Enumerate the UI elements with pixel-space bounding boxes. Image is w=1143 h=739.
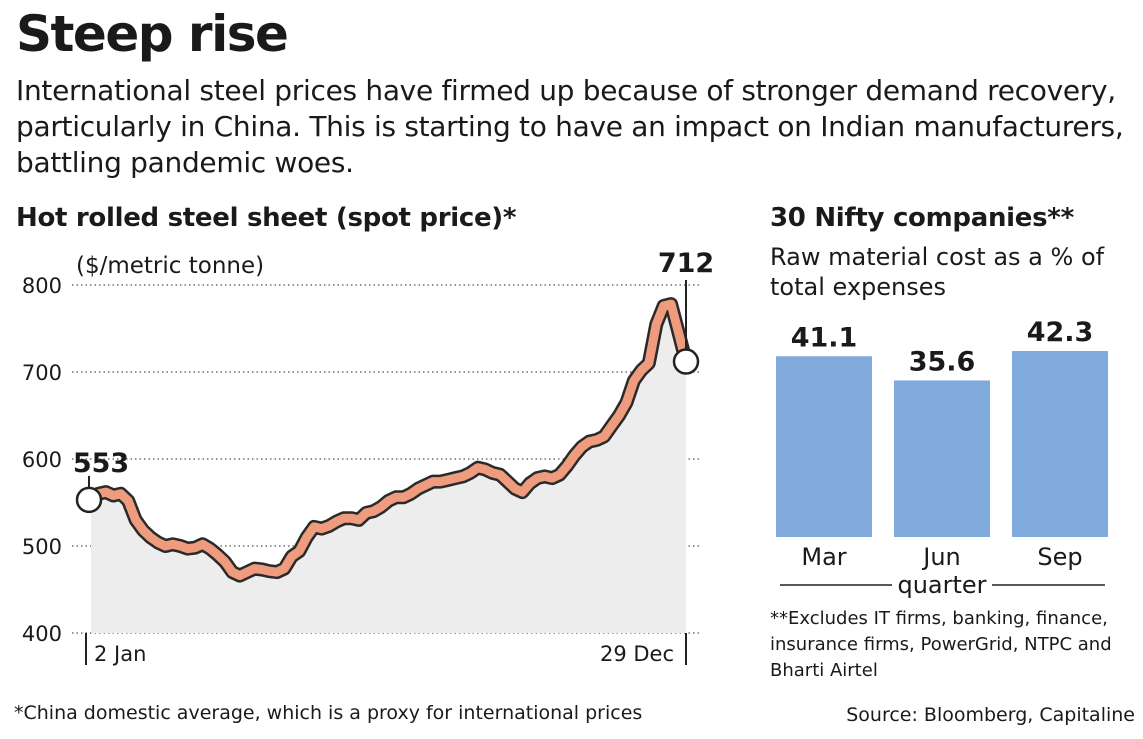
y-tick-label-600: 600 xyxy=(22,448,62,472)
bar-chart-subtitle: Raw material cost as a % of total expens… xyxy=(770,243,1105,301)
bar-value-label: 42.3 xyxy=(1027,317,1094,348)
bar-x-axis-label: quarter xyxy=(897,571,986,599)
intro-text: International steel prices have firmed u… xyxy=(16,74,1124,179)
price-area xyxy=(91,304,686,633)
line-chart: 400 500 600 700 800 ($/metric tonne) 553 712… xyxy=(22,248,714,666)
end-marker xyxy=(672,348,700,375)
line-chart-title: Hot rolled steel sheet (spot price)* xyxy=(16,203,517,233)
end-value-label: 712 xyxy=(658,248,714,279)
price-line xyxy=(86,299,691,581)
start-marker xyxy=(75,486,103,514)
start-value-label: 553 xyxy=(73,448,129,479)
unit-label: ($/metric tonne) xyxy=(76,253,264,279)
y-tick-label-500: 500 xyxy=(22,535,62,559)
bar-category-label: Sep xyxy=(1037,543,1082,571)
bar-chart: 41.1 Mar 35.6 Jun 42.3 Sep quarter xyxy=(776,317,1108,599)
footnote: *China domestic average, which is a prox… xyxy=(14,702,643,724)
bar-chart-title: 30 Nifty companies** xyxy=(770,203,1074,233)
bar-category-label: Mar xyxy=(801,543,846,571)
x-start-label: 2 Jan xyxy=(94,642,146,666)
source: Source: Bloomberg, Capitaline xyxy=(846,704,1135,726)
x-end-label: 29 Dec xyxy=(600,642,674,666)
bar-value-label: 41.1 xyxy=(791,322,858,353)
y-tick-label-700: 700 xyxy=(22,361,62,385)
bar-mar xyxy=(776,356,872,537)
bar-chart-note: **Excludes IT firms, banking, finance, i… xyxy=(770,608,1112,681)
bar-sep xyxy=(1012,351,1108,537)
headline: Steep rise xyxy=(16,5,289,63)
bar-value-label: 35.6 xyxy=(909,346,976,377)
bar-jun xyxy=(894,380,990,537)
y-tick-label-400: 400 xyxy=(22,622,62,646)
y-tick-label-800: 800 xyxy=(22,274,62,298)
bar-category-label: Jun xyxy=(921,543,961,571)
